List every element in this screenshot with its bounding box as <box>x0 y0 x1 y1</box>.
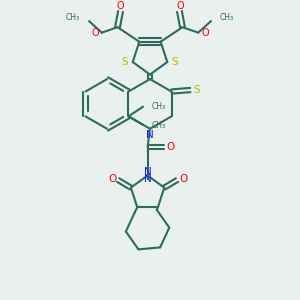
Text: N: N <box>144 167 152 177</box>
Text: S: S <box>122 57 128 67</box>
Text: N: N <box>144 174 152 184</box>
Text: CH₃: CH₃ <box>66 13 80 22</box>
Text: O: O <box>179 174 187 184</box>
Text: O: O <box>176 1 184 11</box>
Text: S: S <box>172 57 178 67</box>
Text: S: S <box>194 85 200 95</box>
Text: O: O <box>166 142 174 152</box>
Text: CH₃: CH₃ <box>152 121 166 130</box>
Text: O: O <box>91 28 99 38</box>
Text: CH₃: CH₃ <box>220 13 234 22</box>
Text: O: O <box>108 174 116 184</box>
Text: O: O <box>116 1 124 11</box>
Text: O: O <box>201 28 209 38</box>
Text: CH₃: CH₃ <box>152 102 166 111</box>
Text: N: N <box>146 130 154 140</box>
